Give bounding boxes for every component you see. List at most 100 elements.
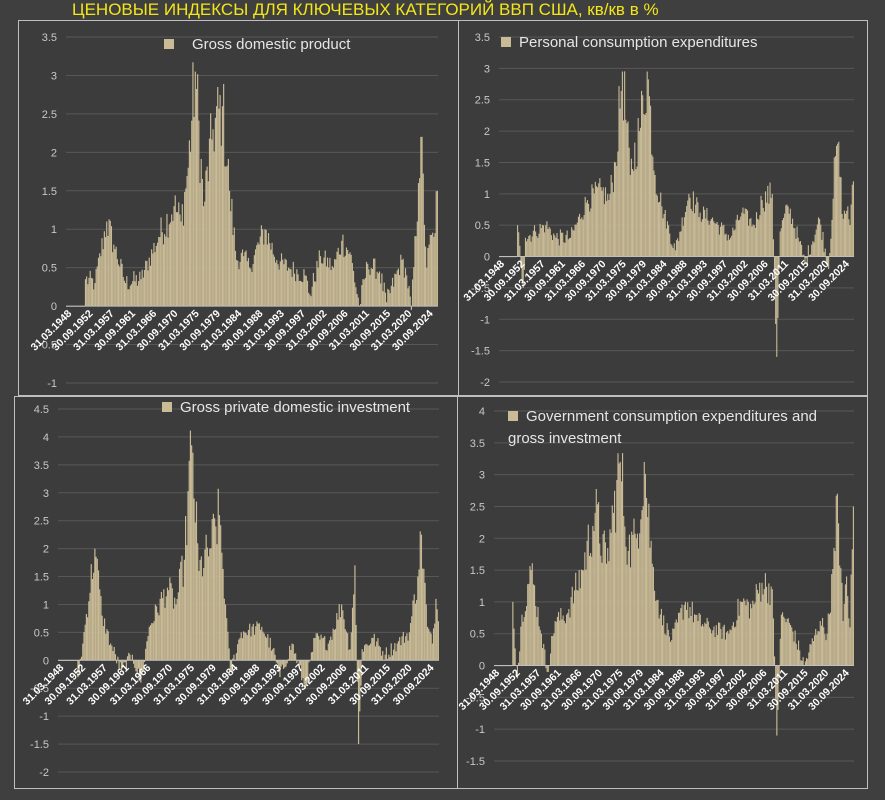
bar-1991Q4 — [276, 259, 278, 307]
bar-2012Q1 — [790, 223, 792, 257]
bar-1957Q2 — [544, 232, 546, 257]
bar-1981Q2 — [226, 165, 228, 307]
bar-1971Q2 — [603, 530, 605, 666]
bar-2011Q2 — [368, 269, 370, 307]
bar-1989Q4 — [688, 618, 690, 666]
bar-2004Q1 — [754, 227, 756, 257]
bar-2007Q2 — [348, 649, 350, 661]
bar-1978Q1 — [634, 533, 636, 666]
bar-1966Q3 — [151, 623, 153, 661]
bar-2007Q4 — [771, 193, 773, 257]
bar-1959Q1 — [551, 240, 554, 257]
bar-2022Q2 — [420, 136, 422, 307]
bar-2001Q1 — [319, 256, 322, 307]
bar-1965Q1 — [143, 660, 146, 663]
bar-2003Q4 — [752, 600, 754, 666]
bar-1981Q2 — [222, 568, 224, 661]
bar-1973Q1 — [187, 167, 189, 307]
bar-1995Q2 — [292, 261, 294, 307]
bar-1979Q2 — [212, 513, 215, 661]
bar-2009Q4 — [361, 285, 363, 307]
bar-1958Q4 — [550, 235, 552, 257]
bar-1994Q1 — [707, 621, 709, 666]
bar-2001Q1 — [739, 601, 741, 666]
bar-1963Q3 — [136, 660, 138, 673]
bar-2024Q4 — [432, 628, 435, 661]
bar-1987Q3 — [680, 231, 682, 257]
bar-2004Q3 — [755, 584, 757, 666]
bar-1961Q2 — [562, 232, 564, 257]
bar-1992Q4 — [704, 209, 706, 257]
bar-1986Q1 — [673, 243, 675, 257]
bar-2025Q3 — [435, 191, 437, 307]
bar-1996Q1 — [716, 634, 718, 666]
bar-2025Q2 — [850, 574, 852, 666]
bar-2019Q2 — [406, 633, 408, 661]
bar-1954Q1 — [524, 611, 526, 666]
bar-2010Q3 — [364, 277, 366, 307]
bar-1992Q1 — [698, 612, 700, 666]
y-tick-label: 4 — [479, 406, 485, 418]
bar-2022Q4 — [423, 568, 425, 661]
bar-1988Q1 — [680, 608, 682, 666]
bar-1982Q4 — [656, 600, 658, 666]
bar-1994Q3 — [289, 268, 291, 307]
bar-1951Q2 — [84, 279, 87, 307]
bar-1963Q2 — [141, 269, 143, 307]
y-tick-label: 3 — [43, 488, 49, 500]
bar-2020Q1 — [409, 622, 412, 661]
bar-1955Q3 — [104, 237, 107, 307]
bar-1958Q3 — [112, 651, 114, 661]
bar-1982Q1 — [652, 567, 654, 666]
bar-1999Q4 — [312, 651, 314, 661]
bar-2025Q1 — [849, 225, 851, 257]
bar-2003Q4 — [332, 267, 335, 307]
bar-2010Q1 — [361, 649, 363, 661]
bar-2012Q2 — [372, 637, 374, 661]
y-tick-label: 3.5 — [475, 32, 490, 44]
bar-1981Q3 — [653, 170, 655, 257]
bar-1997Q2 — [299, 660, 302, 666]
bar-1962Q1 — [129, 654, 131, 661]
bar-1970Q3 — [170, 583, 172, 661]
bar-1962Q3 — [138, 281, 140, 307]
bar-1979Q3 — [218, 108, 220, 307]
bar-1962Q2 — [562, 615, 564, 666]
bar-2020Q3 — [412, 279, 414, 307]
bar-2006Q1 — [343, 257, 345, 307]
bar-1991Q4 — [273, 647, 275, 661]
bar-1991Q2 — [695, 614, 697, 666]
bar-1998Q1 — [727, 234, 729, 257]
bar-2019Q3 — [824, 634, 826, 666]
bar-2015Q2 — [386, 658, 389, 661]
bar-2025Q1 — [849, 627, 851, 666]
bar-1951Q2 — [512, 601, 514, 666]
bar-1994Q1 — [709, 220, 711, 257]
bar-1971Q3 — [175, 604, 177, 661]
bar-2024Q2 — [429, 234, 431, 307]
y-tick-label: 3 — [484, 63, 490, 75]
bar-1993Q1 — [705, 218, 707, 257]
bar-1964Q1 — [570, 597, 572, 666]
bar-1973Q3 — [185, 515, 187, 661]
y-tick-label: -0.5 — [38, 340, 57, 352]
bar-2015Q2 — [387, 288, 389, 307]
bar-2023Q1 — [840, 177, 842, 257]
bar-1977Q3 — [635, 169, 637, 257]
y-tick-label: 0 — [484, 252, 490, 264]
bar-1978Q4 — [210, 548, 212, 661]
bar-1961Q1 — [130, 284, 133, 307]
bar-2003Q2 — [751, 226, 753, 257]
y-tick-label: 2 — [479, 533, 485, 545]
bar-2014Q4 — [802, 657, 804, 666]
bar-1966Q2 — [149, 625, 152, 661]
bar-2021Q4 — [418, 569, 420, 661]
bar-2017Q3 — [815, 628, 817, 666]
bar-1983Q1 — [234, 250, 237, 307]
bar-2012Q4 — [794, 228, 796, 257]
bar-1992Q1 — [277, 264, 279, 307]
bar-2002Q4 — [326, 650, 328, 661]
bar-2020Q4 — [830, 238, 832, 257]
bar-1975Q4 — [200, 159, 202, 307]
bar-2012Q4 — [374, 646, 377, 661]
